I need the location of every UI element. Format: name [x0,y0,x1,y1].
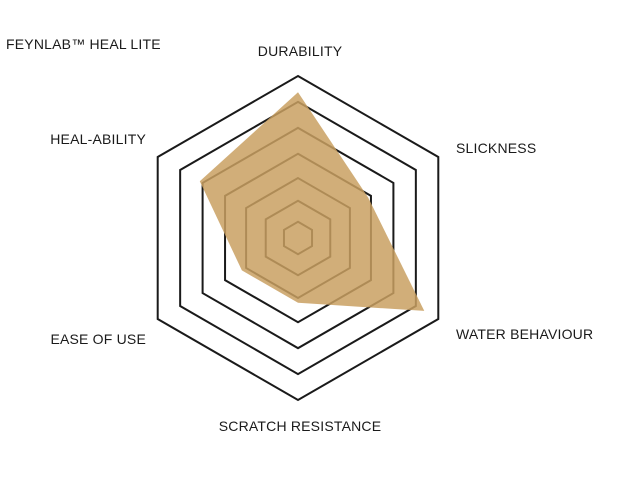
axis-label-1: SLICKNESS [456,140,536,156]
axis-label-2: WATER BEHAVIOUR [456,326,593,342]
axis-label-4: EASE OF USE [50,331,146,347]
grid-ring-6 [179,100,417,376]
axis-label-3: SCRATCH RESISTANCE [219,418,382,434]
axis-label-0: DURABILITY [258,43,343,59]
chart-title: FEYNLAB™ HEAL LITE [6,36,161,52]
axis-labels: DURABILITY SLICKNESS WATER BEHAVIOUR SCRATC… [50,43,593,434]
grid-ring-7 [156,74,440,402]
series-area-0 [199,92,425,311]
axis-label-5: HEAL-ABILITY [50,131,146,147]
radar-series [199,92,425,311]
